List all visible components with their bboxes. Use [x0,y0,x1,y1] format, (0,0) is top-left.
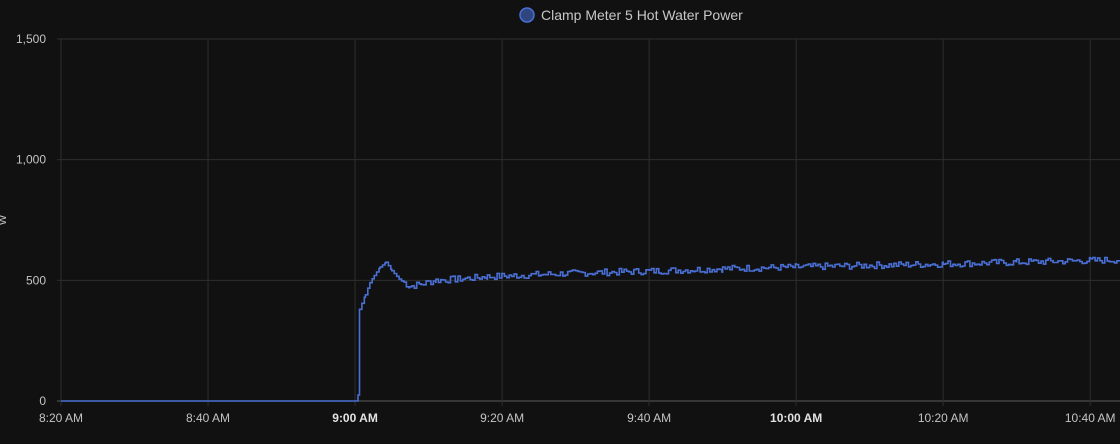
x-tick-label: 8:20 AM [39,411,83,425]
x-tick-label: 10:40 AM [1065,411,1116,425]
legend[interactable]: Clamp Meter 5 Hot Water Power [519,7,743,23]
x-tick-label: 9:20 AM [480,411,524,425]
x-tick-label: 8:40 AM [186,411,230,425]
y-axis-title: W [0,214,9,225]
series-layer [61,256,1120,402]
y-tick-label: 1,500 [16,32,46,46]
y-tick-label: 500 [26,273,46,287]
legend-swatch[interactable] [519,7,535,23]
axes: 0 500 1,000 1,500 8:20 AM 8:40 AM 9:00 AM 9:20 … [16,32,1116,425]
series-line [61,256,1120,402]
y-tick-label: 0 [39,394,46,408]
x-tick-label: 9:00 AM [332,411,378,425]
y-tick-label: 1,000 [16,153,46,167]
x-tick-label: 10:00 AM [770,411,822,425]
x-tick-label: 9:40 AM [627,411,671,425]
x-tick-label: 10:20 AM [918,411,969,425]
legend-label[interactable]: Clamp Meter 5 Hot Water Power [541,7,743,23]
grid [57,38,1120,406]
